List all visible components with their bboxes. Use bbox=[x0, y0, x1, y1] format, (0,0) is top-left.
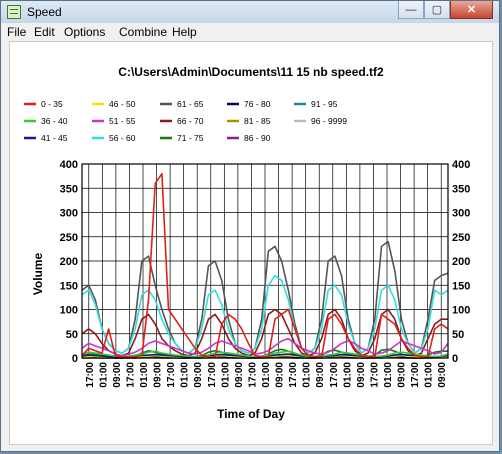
y-tick-label-right: 150 bbox=[452, 280, 470, 292]
app-icon bbox=[7, 5, 21, 19]
y-tick-label-left: 50 bbox=[66, 329, 78, 341]
menu-file[interactable]: File bbox=[7, 25, 27, 39]
y-tick-label-right: 400 bbox=[452, 159, 470, 171]
chart-axes: 0 0 50 50 100 100 150 150 200 200 250 250 300 300 350 3… bbox=[60, 159, 471, 388]
title-bar[interactable]: Speed — ▢ ✕ bbox=[1, 1, 499, 24]
x-tick-label: 09:00 bbox=[356, 362, 367, 388]
x-tick-label: 17:00 bbox=[125, 362, 136, 388]
legend-label-0: 0 - 35 bbox=[41, 99, 63, 109]
menu-bar: File Edit Options Combine Help bbox=[1, 23, 499, 41]
series-line-6 bbox=[81, 240, 449, 354]
legend-label-13: 96 - 9999 bbox=[311, 116, 347, 126]
x-tick-label: 17:00 bbox=[166, 362, 177, 388]
x-tick-label: 09:00 bbox=[397, 362, 408, 388]
legend-label-6: 61 - 65 bbox=[177, 99, 204, 109]
y-tick-label-right: 300 bbox=[452, 208, 470, 220]
y-tick-label-left: 300 bbox=[60, 208, 78, 220]
x-tick-label: 01:00 bbox=[342, 362, 353, 388]
y-tick-label-right: 50 bbox=[452, 329, 464, 341]
legend-label-12: 91 - 95 bbox=[311, 99, 338, 109]
menu-options[interactable]: Options bbox=[64, 25, 106, 39]
x-tick-label: 17:00 bbox=[329, 362, 340, 388]
legend-label-5: 56 - 60 bbox=[109, 133, 136, 143]
chart-title: C:\Users\Admin\Documents\11 15 nb speed.… bbox=[118, 65, 384, 79]
series-line-1 bbox=[81, 350, 449, 358]
y-tick-label-right: 250 bbox=[452, 232, 470, 244]
y-tick-label-left: 350 bbox=[60, 183, 78, 195]
x-tick-label: 17:00 bbox=[247, 362, 258, 388]
x-tick-label: 09:00 bbox=[275, 362, 286, 388]
x-tick-label: 09:00 bbox=[437, 362, 448, 388]
x-axis-label: Time of Day bbox=[217, 407, 285, 421]
legend-label-11: 86 - 90 bbox=[244, 133, 271, 143]
menu-help[interactable]: Help bbox=[172, 25, 197, 39]
x-tick-label: 17:00 bbox=[410, 362, 421, 388]
y-tick-label-left: 150 bbox=[60, 280, 78, 292]
y-axis-label: Volume bbox=[31, 252, 45, 295]
x-tick-label: 01:00 bbox=[424, 362, 435, 388]
x-tick-label: 17:00 bbox=[288, 362, 299, 388]
x-tick-label: 01:00 bbox=[261, 362, 272, 388]
plot-frame bbox=[81, 163, 449, 359]
x-tick-label: 09:00 bbox=[315, 362, 326, 388]
x-tick-label: 01:00 bbox=[220, 362, 231, 388]
x-tick-label: 01:00 bbox=[139, 362, 150, 388]
y-tick-label-left: 250 bbox=[60, 232, 78, 244]
legend-label-1: 36 - 40 bbox=[41, 116, 68, 126]
x-tick-label: 01:00 bbox=[98, 362, 109, 388]
y-tick-label-left: 200 bbox=[60, 256, 78, 268]
y-tick-label-left: 400 bbox=[60, 159, 78, 171]
maximize-button[interactable]: ▢ bbox=[424, 1, 450, 19]
legend-label-7: 66 - 70 bbox=[177, 116, 204, 126]
x-tick-label: 01:00 bbox=[180, 362, 191, 388]
y-tick-label-left: 100 bbox=[60, 305, 78, 317]
y-tick-label-right: 200 bbox=[452, 256, 470, 268]
legend: 0 - 35 36 - 40 41 - 45 46 - 50 51 - 55 56 - 6… bbox=[24, 99, 347, 143]
menu-edit[interactable]: Edit bbox=[34, 25, 55, 39]
window-title: Speed bbox=[27, 5, 62, 19]
y-tick-label-left: 0 bbox=[72, 353, 78, 365]
x-tick-label: 09:00 bbox=[234, 362, 245, 388]
x-tick-label: 09:00 bbox=[193, 362, 204, 388]
x-tick-label: 09:00 bbox=[153, 362, 164, 388]
legend-label-3: 46 - 50 bbox=[109, 99, 136, 109]
series-line-5 bbox=[81, 274, 449, 354]
legend-label-9: 76 - 80 bbox=[244, 99, 271, 109]
y-tick-label-right: 0 bbox=[452, 353, 458, 365]
y-tick-label-right: 100 bbox=[452, 305, 470, 317]
legend-label-4: 51 - 55 bbox=[109, 116, 136, 126]
x-tick-label: 01:00 bbox=[383, 362, 394, 388]
x-tick-label: 17:00 bbox=[85, 362, 96, 388]
window-controls: — ▢ ✕ bbox=[398, 1, 493, 20]
x-tick-label: 17:00 bbox=[369, 362, 380, 388]
series-line-0 bbox=[81, 172, 449, 358]
chart-panel: C:\Users\Admin\Documents\11 15 nb speed.… bbox=[9, 41, 493, 445]
speed-chart: C:\Users\Admin\Documents\11 15 nb speed.… bbox=[24, 65, 471, 421]
x-tick-label: 09:00 bbox=[112, 362, 123, 388]
minimize-button[interactable]: — bbox=[398, 1, 424, 19]
x-tick-label: 01:00 bbox=[302, 362, 313, 388]
legend-label-2: 41 - 45 bbox=[41, 133, 68, 143]
y-tick-label-right: 350 bbox=[452, 183, 470, 195]
series-line-7 bbox=[81, 308, 448, 357]
legend-label-10: 81 - 85 bbox=[244, 116, 271, 126]
legend-label-8: 71 - 75 bbox=[177, 133, 204, 143]
x-tick-label: 17:00 bbox=[207, 362, 218, 388]
menu-combine[interactable]: Combine bbox=[119, 25, 168, 39]
close-button[interactable]: ✕ bbox=[450, 1, 493, 19]
